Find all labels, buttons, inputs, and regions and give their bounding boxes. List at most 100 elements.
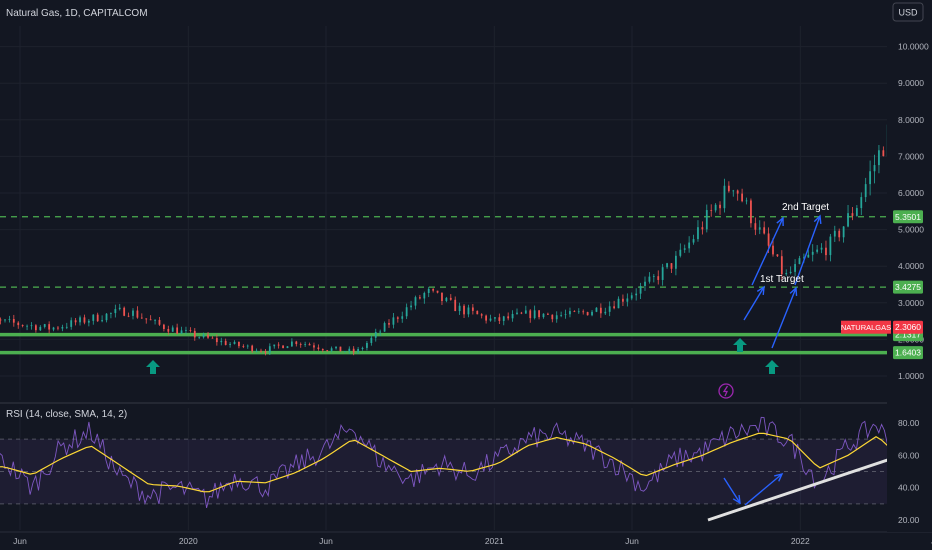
candle-body	[405, 307, 408, 317]
candle-body	[652, 276, 655, 278]
candle-body	[816, 249, 819, 252]
candle-body	[299, 344, 302, 345]
candle-body	[480, 314, 483, 316]
candle-body	[282, 345, 284, 349]
candle-body	[520, 312, 523, 314]
candle-body	[308, 344, 311, 346]
rsi-tick-label: 80.00	[898, 418, 920, 428]
candle-body	[339, 346, 342, 352]
rsi-trend-line[interactable]	[707, 457, 893, 522]
candle-body	[423, 292, 426, 299]
candle-body	[591, 311, 593, 316]
time-tick-label: 2020	[179, 536, 198, 546]
candle-body	[511, 313, 514, 319]
projection-arrow[interactable]	[751, 217, 784, 286]
time-tick-label: Jun	[13, 536, 27, 546]
rsi-projection-arrow-head	[732, 494, 741, 505]
candle-body	[233, 341, 236, 344]
candle-body	[811, 251, 814, 255]
candle-body	[697, 227, 699, 240]
symbol-tag[interactable]	[841, 320, 891, 334]
candle-body	[516, 312, 518, 314]
last-price-label: 2.3060	[895, 322, 921, 332]
currency-button[interactable]: USD	[892, 2, 924, 22]
grid	[0, 26, 932, 533]
last-price-tag[interactable]	[893, 320, 923, 334]
candle-body	[140, 317, 143, 319]
candle-body	[860, 197, 863, 209]
level-price-tag[interactable]	[893, 210, 923, 224]
projection-drawings[interactable]	[146, 214, 893, 522]
candle-body	[83, 317, 86, 323]
support-resistance-levels[interactable]	[0, 216, 887, 355]
candle-body	[723, 185, 726, 209]
candle-body	[732, 190, 735, 192]
candle-body	[599, 307, 602, 314]
candle-body	[290, 341, 293, 347]
price-tick-label: 5.0000	[898, 225, 924, 235]
candle-body	[171, 327, 174, 332]
candle-body	[176, 327, 179, 334]
second-target-label: 2nd Target	[782, 202, 829, 213]
candle-body	[96, 314, 99, 322]
candle-body	[21, 325, 24, 327]
candle-body	[8, 318, 11, 320]
candle-body	[692, 239, 695, 243]
projection-arrow-head	[813, 214, 822, 225]
level-price-label: 5.3501	[895, 212, 921, 222]
candle-body	[326, 350, 329, 352]
candle-body	[330, 348, 333, 351]
projection-arrow[interactable]	[794, 215, 821, 286]
symbol-tag-label: NATURALGAS	[841, 323, 891, 332]
rsi-projection-arrow[interactable]	[744, 473, 783, 506]
projection-arrow-head	[756, 285, 765, 296]
rsi-sma-line	[0, 432, 932, 493]
projection-arrow[interactable]	[771, 287, 797, 349]
rsi-tick-label: 60.00	[898, 450, 920, 460]
candle-body	[679, 249, 682, 256]
candle-body	[701, 227, 704, 230]
candle-body	[162, 324, 165, 329]
candle-body	[132, 310, 134, 316]
level-price-tag[interactable]	[893, 346, 923, 360]
candle-body	[454, 299, 457, 312]
level-price-label: 2.1317	[895, 330, 921, 340]
candle-body	[180, 330, 183, 334]
price-tick-label: 1.0000	[898, 371, 924, 381]
candle-body	[224, 340, 227, 345]
candle-body	[626, 298, 629, 302]
candle-body	[533, 310, 536, 319]
candle-body	[529, 310, 532, 319]
candle-body	[622, 298, 624, 302]
candle-body	[829, 236, 832, 256]
rsi-axis-bg	[887, 404, 932, 532]
candle-body	[710, 210, 713, 211]
candle-body	[379, 331, 382, 333]
candle-body	[763, 227, 766, 234]
candle-body	[842, 226, 845, 238]
candle-body	[361, 347, 364, 350]
level-price-tag[interactable]	[893, 280, 923, 294]
projection-arrow[interactable]	[743, 286, 765, 321]
candle-body	[869, 171, 872, 185]
price-tick-label: 8.0000	[898, 115, 924, 125]
candle-body	[370, 337, 373, 343]
candle-body	[374, 332, 377, 338]
candle-body	[674, 255, 677, 269]
candle-body	[785, 273, 788, 275]
rsi-projection-arrow[interactable]	[723, 477, 741, 504]
candle-body	[396, 317, 399, 319]
candle-body	[198, 337, 201, 339]
candle-body	[118, 307, 121, 310]
rsi-tick-label: 20.00	[898, 515, 920, 525]
candle-body	[595, 307, 598, 312]
candle-body	[268, 346, 271, 353]
candle-body	[569, 311, 571, 315]
event-icon[interactable]	[718, 383, 734, 399]
candle-body	[489, 318, 492, 321]
time-tick-label: 2021	[485, 536, 504, 546]
candle-body	[229, 343, 232, 345]
candle-body	[524, 310, 527, 314]
candle-body	[798, 258, 801, 265]
